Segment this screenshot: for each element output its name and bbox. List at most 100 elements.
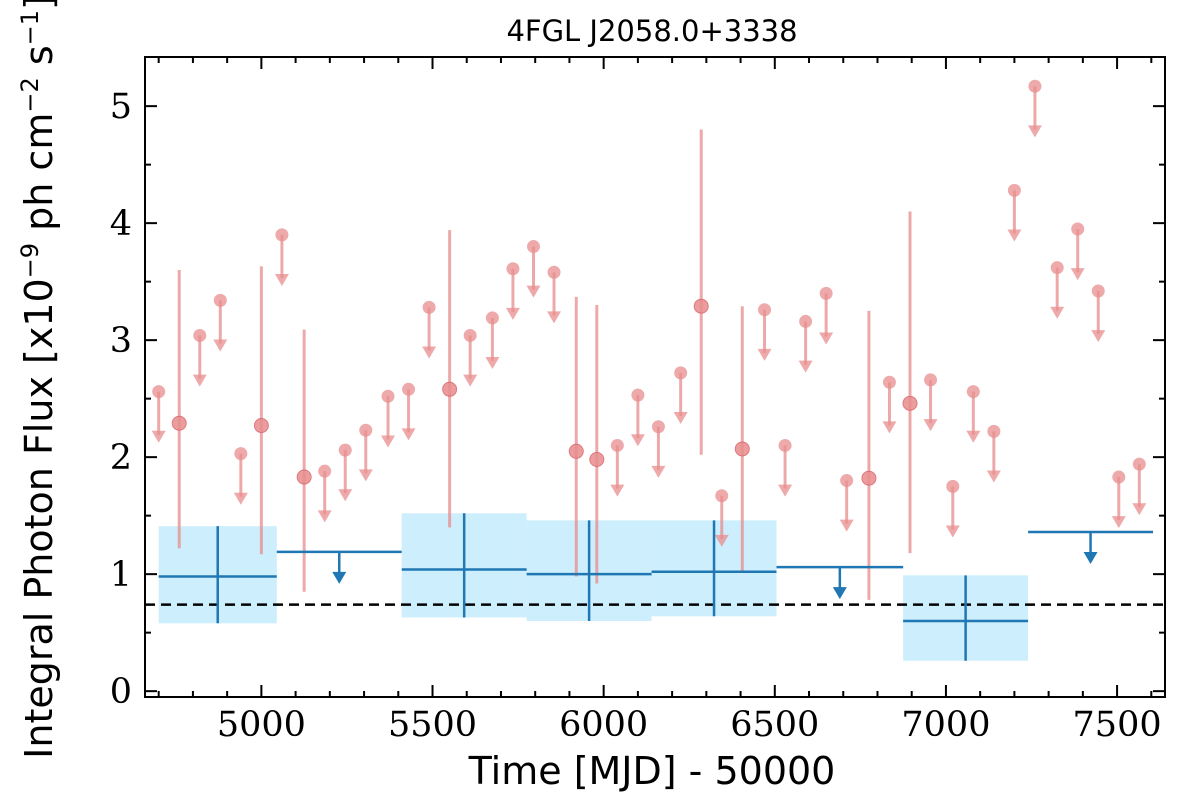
short-bin-ul-point: [987, 424, 1001, 438]
short-bin-ul-arrow: [610, 484, 625, 497]
short-bin-point: [171, 415, 187, 431]
short-bin-ul-arrow: [882, 421, 897, 434]
y-tick-label: 1: [110, 555, 132, 595]
short-bin-ul-point: [338, 443, 352, 457]
long-bin-ul-arrow: [332, 571, 347, 584]
x-tick-label: 5000: [217, 705, 306, 745]
short-bin-ul-arrow: [714, 534, 729, 547]
y-axis-title-mid: ph cm: [17, 113, 61, 243]
y-tick-label: 4: [110, 204, 132, 244]
short-bin-ul-arrow: [358, 469, 373, 482]
x-tick-label: 7000: [901, 705, 990, 745]
plot-frame: [144, 56, 1166, 698]
short-bin-ul-arrow: [151, 430, 166, 443]
short-bin-ul-point: [402, 382, 416, 396]
short-bin-ul-point: [193, 328, 207, 342]
short-bin-ul-arrow: [381, 435, 396, 448]
short-bin-ul-arrow: [1091, 330, 1106, 343]
short-bin-ul-arrow: [274, 273, 289, 286]
short-bin-point: [589, 451, 605, 467]
short-bin-ul-arrow: [651, 465, 666, 478]
short-bin-ul-point: [840, 474, 854, 488]
y-axis-title-exp3: −1: [16, 10, 44, 45]
short-bin-ul-point: [1132, 457, 1146, 471]
short-bin-ul-arrow: [1007, 229, 1022, 242]
x-tick-label: 5500: [388, 705, 477, 745]
short-bin-point: [296, 469, 312, 485]
y-axis-title: Integral Photon Flux [x10−9 ph cm−2 s−1]: [16, 0, 61, 759]
y-tick-label: 0: [110, 672, 132, 712]
short-bin-ul-arrow: [923, 419, 938, 432]
short-bin-ul-point: [1028, 79, 1042, 93]
short-bin-ul-arrow: [192, 374, 207, 387]
y-tick-label: 5: [110, 87, 132, 127]
short-bin-ul-arrow: [526, 285, 541, 298]
short-bin-ul-point: [152, 385, 166, 399]
short-bin-ul-point: [318, 464, 332, 478]
short-bin-ul-point: [966, 385, 980, 399]
short-bin-series: [151, 79, 1147, 600]
short-bin-ul-point: [758, 303, 772, 317]
short-bin-ul-arrow: [1070, 268, 1085, 281]
short-bin-point: [861, 470, 877, 486]
short-bin-ul-arrow: [1027, 125, 1042, 138]
short-bin-ul-arrow: [630, 434, 645, 447]
long-bin-error-bands: [158, 513, 1029, 661]
short-bin-ul-arrow: [213, 339, 228, 352]
short-bin-ul-arrow: [1050, 306, 1065, 319]
short-bin-ul-point: [213, 293, 227, 307]
short-bin-ul-arrow: [966, 430, 981, 443]
short-bin-ul-point: [610, 438, 624, 452]
short-bin-ul-point: [1112, 470, 1126, 484]
short-bin-ul-point: [234, 447, 248, 461]
y-tick-labels: 0 1 2 3 4 5: [110, 87, 132, 712]
short-bin-ul-arrow: [1111, 516, 1126, 529]
y-axis-title-main: Integral Photon Flux [x10: [17, 278, 61, 759]
x-tick-label: 6000: [559, 705, 648, 745]
short-bin-ul-arrow: [463, 374, 478, 387]
short-bin-ul-arrow: [839, 519, 854, 532]
y-axis-title-mid2: s: [17, 45, 61, 77]
short-bin-ul-arrow: [819, 332, 834, 345]
short-bin-ul-point: [946, 479, 960, 493]
short-bin-ul-arrow: [338, 489, 353, 502]
chart-title: 4FGL J2058.0+3338: [506, 14, 797, 48]
short-bin-ul-point: [715, 489, 729, 503]
short-bin-ul-point: [526, 240, 540, 254]
short-bin-ul-point: [631, 388, 645, 402]
short-bin-point: [693, 298, 709, 314]
short-bin-ul-point: [1071, 222, 1085, 236]
x-tick-label: 6500: [730, 705, 819, 745]
short-bin-ul-point: [651, 420, 665, 434]
long-bin-series: [158, 513, 1154, 661]
short-bin-point: [253, 418, 269, 434]
y-axis-title-exp2: −2: [16, 77, 44, 112]
axis-ticks: [145, 57, 1165, 697]
short-bin-ul-arrow: [317, 510, 332, 523]
y-tick-label: 3: [110, 321, 132, 361]
short-bin-ul-arrow: [1132, 503, 1147, 516]
y-tick-label: 2: [110, 438, 132, 478]
short-bin-ul-point: [924, 373, 938, 387]
short-bin-ul-point: [275, 228, 289, 242]
short-bin-ul-arrow: [401, 428, 416, 441]
short-bin-ul-arrow: [422, 346, 437, 359]
x-axis-title: Time [MJD] - 50000: [468, 749, 836, 793]
short-bin-ul-point: [381, 389, 395, 403]
short-bin-ul-point: [1007, 183, 1021, 197]
short-bin-ul-point: [1050, 261, 1064, 275]
short-bin-ul-arrow: [233, 492, 248, 505]
short-bin-ul-point: [799, 314, 813, 328]
short-bin-ul-point: [359, 423, 373, 437]
short-bin-ul-arrow: [485, 357, 500, 370]
short-bin-ul-arrow: [757, 348, 772, 361]
short-bin-ul-point: [506, 262, 520, 276]
short-bin-point: [568, 443, 584, 459]
short-bin-ul-point: [485, 311, 499, 325]
short-bin-ul-point: [882, 375, 896, 389]
short-bin-ul-point: [463, 328, 477, 342]
short-bin-ul-point: [1091, 284, 1105, 298]
long-bin-ul-arrow: [832, 587, 847, 600]
x-tick-label: 7500: [1073, 705, 1162, 745]
